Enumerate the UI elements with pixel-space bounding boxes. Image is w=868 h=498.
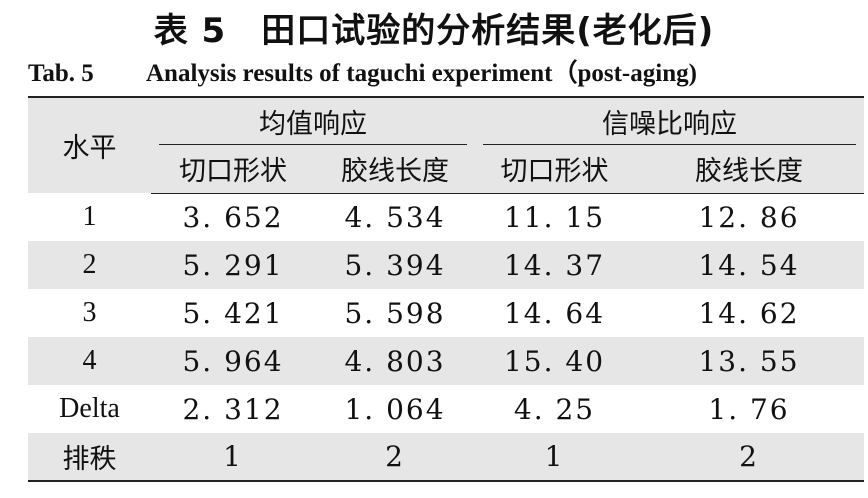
table-row: 4 5. 964 4. 803 15. 40 13. 55 [28,337,864,385]
cell-value: 5. 421 [182,296,284,330]
table-row: 1 3. 652 4. 534 11. 15 12. 86 [28,193,864,241]
cell-value: 14. 54 [698,248,800,282]
cell-value: 4. 803 [344,344,446,378]
header-level: 水平 [62,133,117,164]
cell-value: 5. 598 [344,296,446,330]
subheader-sn-notch-shape: 切口形状 [475,145,634,194]
table-caption: Analysis results of taguchi experiment（p… [146,60,697,87]
cell-value: 2 [739,440,759,473]
cell-value: 3. 652 [182,200,284,234]
row-label: 1 [82,201,97,232]
subheader-sn-glue-length: 胶线长度 [634,145,864,194]
cell-value: 4. 25 [513,392,596,426]
table-row: 排秩 1 2 1 2 [28,433,864,481]
cell-value: 14. 62 [698,296,800,330]
table-row: 3 5. 421 5. 598 14. 64 14. 62 [28,289,864,337]
cell-value: 14. 64 [503,296,606,330]
cell-value: 14. 37 [503,248,606,282]
cell-value: 2. 312 [182,392,284,426]
cell-value: 4. 534 [344,200,446,234]
table-row: Delta 2. 312 1. 064 4. 25 1. 76 [28,385,864,433]
row-label: 排秩 [62,444,117,475]
cell-value: 1. 76 [708,392,790,426]
cell-value: 13. 55 [698,344,800,378]
analysis-results-table: 水平 均值响应 信噪比响应 切口形状 胶线长度 切口形状 胶线长度 1 3. 6… [28,96,864,482]
header-mean-response: 均值响应 [151,97,475,145]
cell-value: 5. 964 [182,344,284,378]
cell-value: 2 [385,440,405,473]
subheader-mean-glue-length: 胶线长度 [315,145,475,194]
table-title-chinese: 表 5 田口试验的分析结果(老化后) [153,11,715,51]
subheader-mean-notch-shape: 切口形状 [151,145,315,194]
row-label: 3 [82,297,97,328]
header-sn-response: 信噪比响应 [475,97,864,145]
cell-value: 1 [223,440,243,473]
cell-value: 1 [544,440,565,473]
row-label: Delta [59,393,120,424]
cell-value: 5. 394 [344,248,446,282]
cell-value: 5. 291 [182,248,284,282]
cell-value: 12. 86 [698,200,800,234]
row-label: 2 [82,249,97,280]
row-label: 4 [82,345,97,376]
cell-value: 15. 40 [503,344,606,378]
cell-value: 11. 15 [503,200,606,234]
table-number: Tab. 5 [28,60,94,87]
table-row: 2 5. 291 5. 394 14. 37 14. 54 [28,241,864,289]
cell-value: 1. 064 [344,392,446,426]
table-title-english: Tab. 5 Analysis results of taguchi experi… [28,58,697,90]
